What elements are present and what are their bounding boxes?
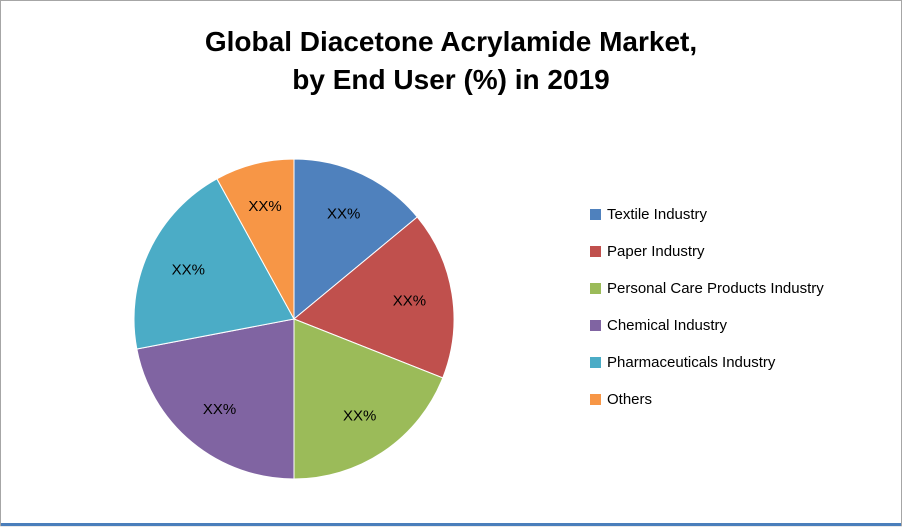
legend-label: Textile Industry [607,205,708,223]
pie-slice-0 [293,158,418,321]
chart-legend: Textile Industry Paper Industry Personal… [590,205,824,408]
legend-swatch-icon [590,245,601,257]
legend-swatch-icon [590,319,601,331]
legend-swatch-icon [590,356,601,368]
chart-title: Global Diacetone Acrylamide Market, by E… [1,23,901,99]
legend-label: Pharmaceuticals Industry [607,353,776,371]
legend-swatch-icon [590,282,601,294]
bottom-accent-line [1,523,901,526]
legend-item-textile-industry: Textile Industry [590,205,824,223]
pie-slice-label-5: XX% [248,198,281,215]
pie-chart: XX% XX% XX% XX% XX% XX% [133,158,455,480]
legend-swatch-icon [590,208,601,220]
legend-swatch-icon [590,393,601,405]
pie-slice-label-4: XX% [172,261,205,278]
pie-slice-label-3: XX% [203,401,236,418]
pie-slice-3 [136,318,295,480]
legend-label: Paper Industry [607,242,705,260]
chart-title-line1: Global Diacetone Acrylamide Market, [204,26,698,57]
legend-label: Chemical Industry [607,316,728,334]
legend-item-personal-care-products-industry: Personal Care Products Industry [590,279,824,297]
pie-slice-1 [293,216,455,379]
legend-item-pharmaceuticals-industry: Pharmaceuticals Industry [590,353,824,371]
legend-item-chemical-industry: Chemical Industry [590,316,824,334]
legend-label: Others [607,390,653,408]
pie-slice-label-2: XX% [343,408,376,425]
chart-title-line2: by End User (%) in 2019 [292,64,610,95]
pie-slice-5 [216,158,295,320]
pie-slice-2 [293,318,444,480]
pie-slice-label-0: XX% [327,205,360,222]
pie-slice-4 [133,178,295,350]
legend-label: Personal Care Products Industry [607,279,824,297]
legend-item-others: Others [590,390,824,408]
pie-slice-label-1: XX% [393,293,426,310]
legend-item-paper-industry: Paper Industry [590,242,824,260]
